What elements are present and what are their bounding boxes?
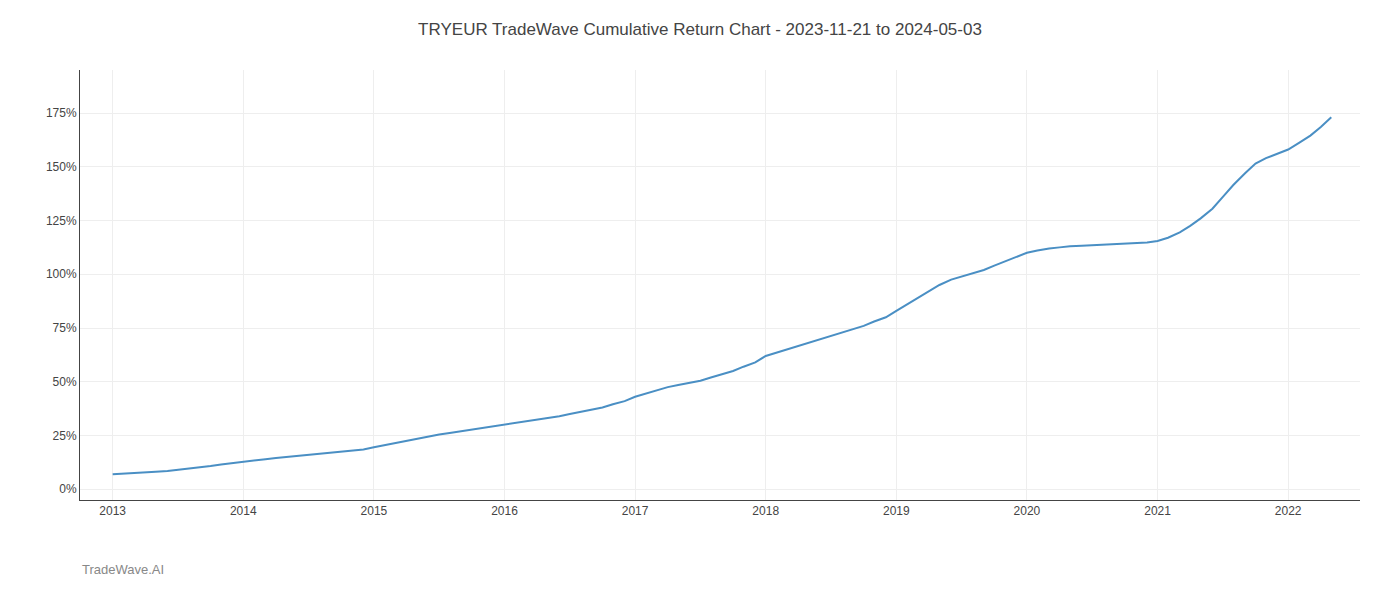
svg-text:0%: 0% [59, 482, 77, 496]
svg-text:2015: 2015 [361, 504, 388, 518]
svg-text:175%: 175% [46, 106, 77, 120]
svg-text:2013: 2013 [99, 504, 126, 518]
svg-text:2018: 2018 [752, 504, 779, 518]
svg-text:75%: 75% [53, 321, 77, 335]
svg-text:2022: 2022 [1275, 504, 1302, 518]
svg-text:TRYEUR TradeWave Cumulative Re: TRYEUR TradeWave Cumulative Return Chart… [418, 20, 982, 39]
svg-text:100%: 100% [46, 267, 77, 281]
svg-text:150%: 150% [46, 160, 77, 174]
svg-text:2017: 2017 [622, 504, 649, 518]
svg-text:2016: 2016 [491, 504, 518, 518]
svg-text:2019: 2019 [883, 504, 910, 518]
svg-text:50%: 50% [53, 375, 77, 389]
svg-text:2021: 2021 [1144, 504, 1171, 518]
svg-text:TradeWave.AI: TradeWave.AI [82, 562, 164, 577]
svg-text:2014: 2014 [230, 504, 257, 518]
svg-text:25%: 25% [53, 429, 77, 443]
svg-text:2020: 2020 [1014, 504, 1041, 518]
svg-text:125%: 125% [46, 214, 77, 228]
